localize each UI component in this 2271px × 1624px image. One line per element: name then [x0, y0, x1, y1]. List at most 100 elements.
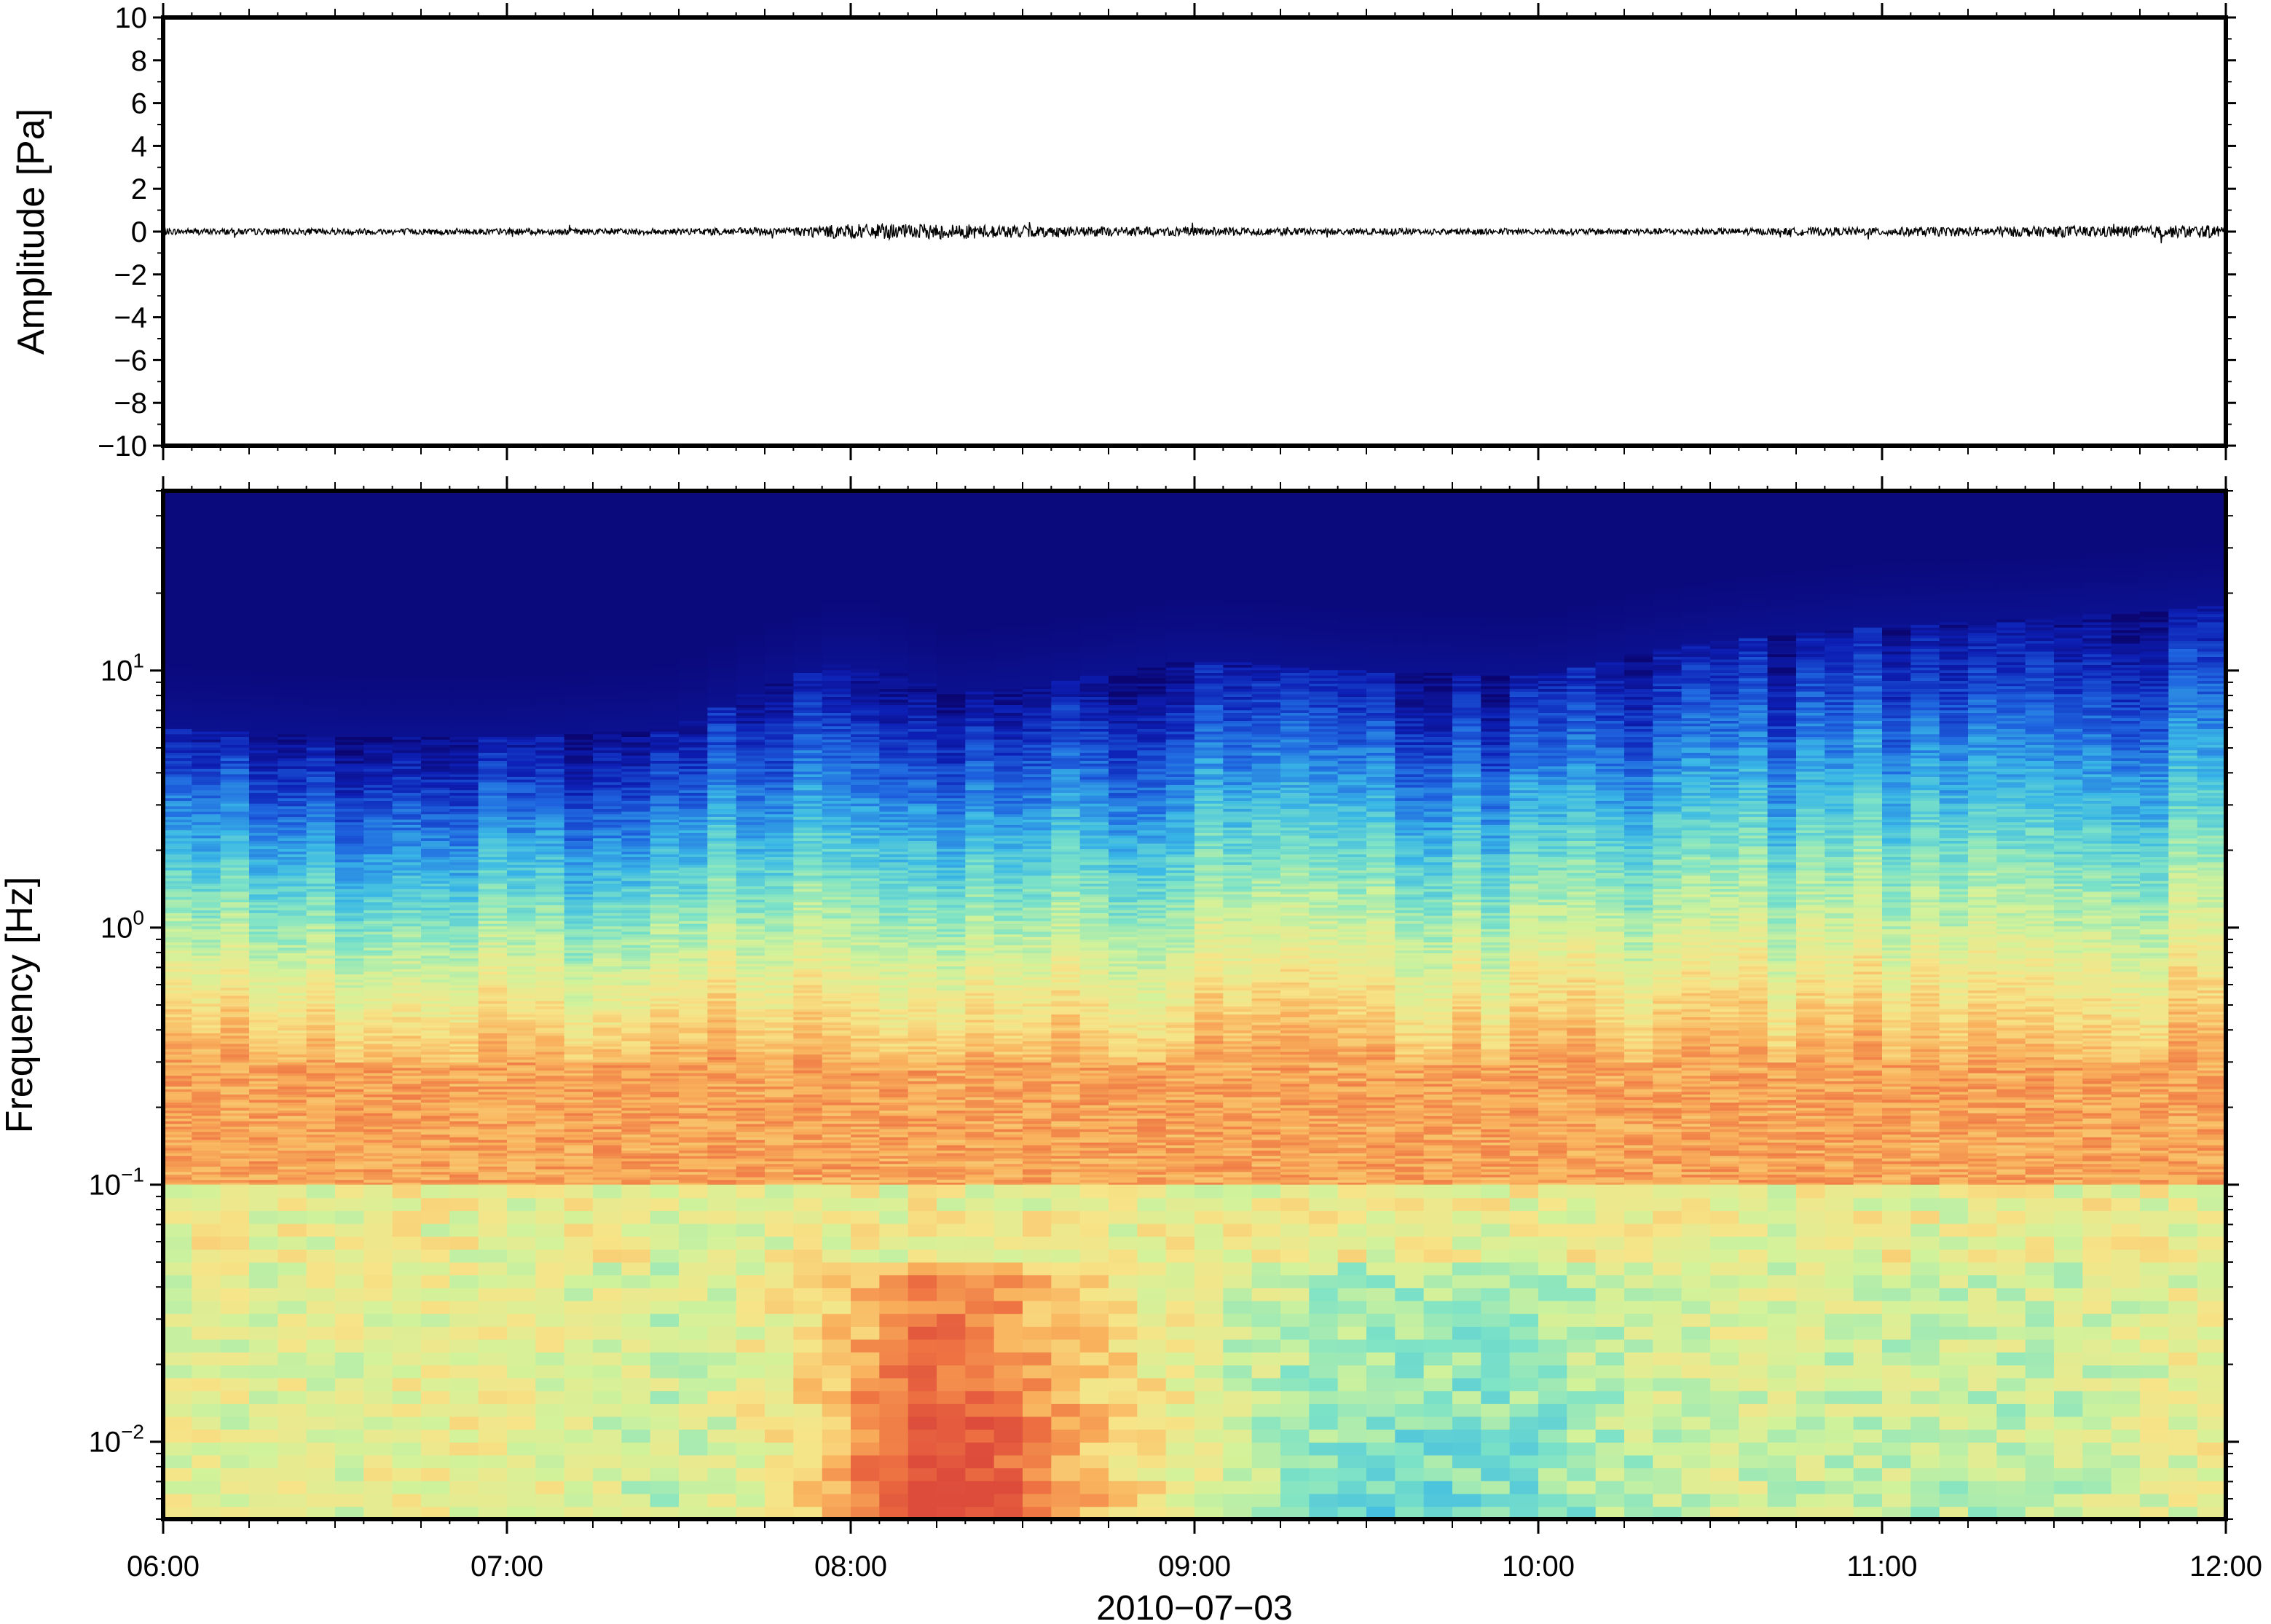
- spectrogram-cell: [278, 982, 307, 985]
- spectrogram-cell: [392, 971, 422, 975]
- spectrogram-cell: [535, 621, 565, 626]
- spectrogram-cell: [163, 1171, 193, 1175]
- spectrogram-cell: [278, 515, 307, 519]
- spectrogram-cell: [449, 840, 479, 844]
- spectrogram-cell: [363, 1091, 393, 1095]
- spectrogram-cell: [306, 944, 336, 948]
- spectrogram-cell: [163, 1147, 193, 1151]
- spectrogram-cell: [163, 960, 193, 964]
- spectrogram-cell: [478, 875, 508, 879]
- spectrogram-cell: [449, 1072, 479, 1076]
- spectrogram-cell: [220, 787, 250, 791]
- spectrogram-cell: [449, 560, 479, 564]
- spectrogram-cell: [249, 1094, 279, 1097]
- spectrogram-cell: [249, 605, 279, 610]
- spectrogram-cell: [421, 950, 451, 953]
- spectrogram-cell: [335, 939, 365, 943]
- spectrogram-cell: [449, 1062, 479, 1065]
- spectrogram-cell: [421, 1179, 451, 1183]
- spectrogram-cell: [163, 501, 193, 505]
- spectrogram-cell: [564, 1094, 594, 1097]
- spectrogram-cell: [535, 963, 565, 967]
- spectrogram-cell: [278, 1249, 307, 1263]
- spectrogram-cell: [478, 762, 508, 767]
- spectrogram-cell: [192, 677, 221, 681]
- spectrogram-cell: [392, 1011, 422, 1015]
- spectrogram-cell: [306, 1144, 336, 1148]
- spectrogram-cell: [278, 1123, 307, 1127]
- spectrogram-cell: [306, 1043, 336, 1046]
- spectrogram-cell: [478, 728, 508, 732]
- spectrogram-cell: [278, 1112, 307, 1116]
- spectrogram-cell: [449, 781, 479, 785]
- spectrogram-cell: [306, 1078, 336, 1081]
- spectrogram-cell: [421, 562, 451, 567]
- spectrogram-cell: [392, 934, 422, 937]
- spectrogram-cell: [163, 1102, 193, 1105]
- spectrogram-cell: [278, 987, 307, 991]
- spectrogram-cell: [421, 760, 451, 764]
- spectrogram-cell: [192, 629, 221, 633]
- spectrogram-cell: [278, 592, 307, 596]
- spectrogram-cell: [278, 1006, 307, 1009]
- spectrogram-cell: [278, 616, 307, 620]
- spectrogram-cell: [220, 1144, 250, 1148]
- spectrogram-cell: [449, 645, 479, 649]
- spectrogram-cell: [335, 578, 365, 583]
- spectrogram-cell: [192, 626, 221, 631]
- spectrogram-cell: [192, 837, 221, 841]
- spectrogram-cell: [163, 1184, 193, 1199]
- spectrogram-cell: [564, 1166, 594, 1170]
- spectrogram-cell: [478, 811, 508, 815]
- spectrogram-cell: [363, 1150, 393, 1154]
- spectrogram-cell: [507, 1261, 537, 1276]
- spectrogram-cell: [278, 1467, 307, 1481]
- spectrogram-cell: [278, 547, 307, 551]
- spectrogram-cell: [192, 1056, 221, 1060]
- spectrogram-cell: [278, 899, 307, 903]
- spectrogram-cell: [507, 1160, 537, 1164]
- spectrogram-cell: [278, 1067, 307, 1071]
- spectrogram-cell: [249, 1144, 279, 1148]
- spectrogram-cell: [278, 602, 307, 607]
- spectrogram-cell: [507, 765, 537, 769]
- spectrogram-cell: [192, 760, 221, 764]
- spectrogram-cell: [564, 1115, 594, 1119]
- spectrogram-cell: [363, 910, 393, 913]
- spectrogram-cell: [421, 1236, 451, 1250]
- spectrogram-cell: [249, 1112, 279, 1116]
- spectrogram-cell: [278, 1104, 307, 1108]
- spectrogram-cell: [192, 637, 221, 641]
- spectrogram-cell: [278, 661, 307, 665]
- spectrogram-cell: [363, 562, 393, 567]
- spectrogram-cell: [449, 845, 479, 849]
- spectrogram-cell: [306, 573, 336, 578]
- spectrogram-cell: [535, 709, 565, 713]
- spectrogram-cell: [507, 730, 537, 735]
- spectrogram-cell: [421, 618, 451, 623]
- spectrogram-cell: [335, 1059, 365, 1063]
- spectrogram-cell: [192, 1174, 221, 1178]
- spectrogram-cell: [421, 1067, 451, 1071]
- spectrogram-cell: [421, 768, 451, 772]
- spectrogram-cell: [478, 800, 508, 804]
- spectrogram-cell: [335, 827, 365, 831]
- spectrogram-cell: [163, 578, 193, 583]
- spectrogram-cell: [392, 626, 422, 631]
- spectrogram-cell: [335, 862, 365, 865]
- spectrogram-cell: [163, 557, 193, 561]
- spectrogram-cell: [220, 1051, 250, 1055]
- spectrogram-cell: [306, 960, 336, 964]
- spectrogram-cell: [535, 840, 565, 844]
- spectrogram-cell: [278, 1506, 307, 1519]
- spectrogram-cell: [192, 1019, 221, 1022]
- spectrogram-cell: [335, 1016, 365, 1020]
- spectrogram-cell: [478, 1158, 508, 1162]
- spectrogram-cell: [278, 813, 307, 817]
- spectrogram-cell: [220, 1059, 250, 1063]
- spectrogram-cell: [192, 1352, 221, 1365]
- spectrogram-cell: [421, 1136, 451, 1140]
- spectrogram-cell: [478, 1197, 508, 1211]
- spectrogram-cell: [163, 682, 193, 687]
- spectrogram-cell: [478, 854, 508, 857]
